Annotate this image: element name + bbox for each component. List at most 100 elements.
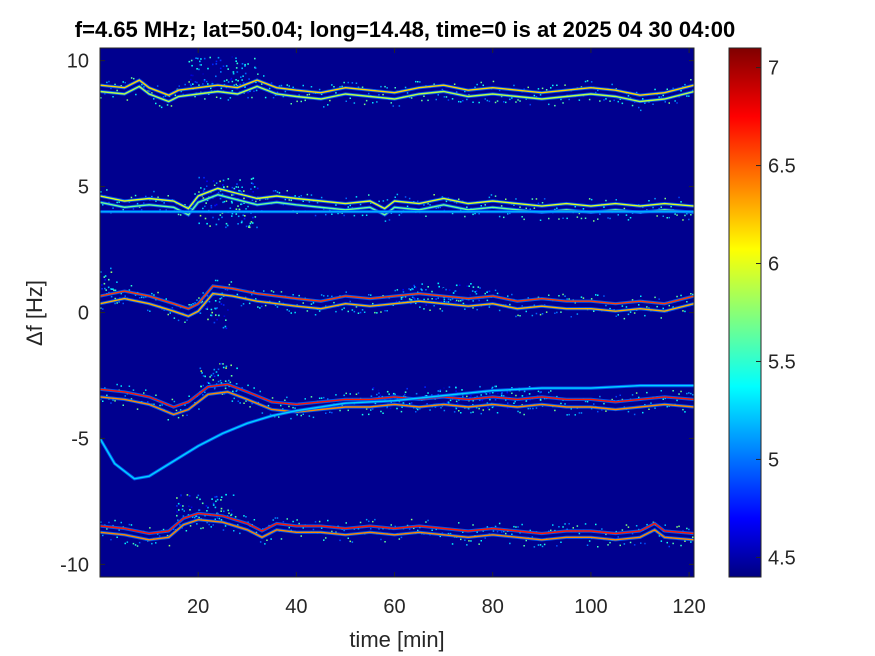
trace-speck: [298, 196, 300, 198]
trace-speck: [264, 543, 266, 545]
trace-speck: [302, 302, 304, 304]
noise-speck: [216, 318, 218, 321]
noise-speck: [379, 394, 382, 397]
trace-speck: [605, 304, 607, 307]
noise-speck: [205, 202, 207, 204]
trace-speck: [120, 292, 122, 295]
trace-speck: [408, 197, 411, 200]
noise-speck: [228, 379, 230, 382]
noise-speck: [216, 512, 218, 515]
trace-speck: [492, 530, 495, 532]
trace-speck: [179, 524, 181, 526]
trace-speck: [143, 202, 145, 204]
noise-speck: [191, 64, 193, 67]
trace-speck: [288, 310, 290, 312]
trace-speck: [631, 532, 634, 535]
trace-speck: [521, 216, 523, 218]
noise-speck: [223, 80, 226, 82]
trace-speck: [261, 83, 263, 85]
trace-speck: [272, 96, 275, 99]
trace-speck: [578, 532, 581, 535]
trace-speck: [272, 190, 275, 192]
noise-speck: [100, 271, 102, 273]
noise-speck: [188, 505, 190, 508]
trace-speck: [312, 302, 315, 304]
trace-speck: [460, 538, 462, 541]
trace-speck: [478, 212, 480, 215]
trace-speck: [617, 314, 619, 316]
trace-speck: [684, 83, 686, 86]
trace-speck: [466, 98, 468, 101]
trace-speck: [171, 398, 174, 401]
trace-speck: [276, 306, 279, 308]
noise-speck: [415, 407, 418, 410]
noise-speck: [431, 394, 433, 396]
noise-speck: [446, 401, 449, 404]
trace-speck: [312, 528, 315, 531]
trace-speck: [652, 206, 654, 209]
trace-speck: [644, 314, 646, 317]
noise-speck: [229, 207, 232, 209]
trace-speck: [208, 382, 210, 384]
trace-speck: [136, 408, 139, 410]
y-tick-label: 0: [78, 303, 89, 325]
noise-speck: [489, 392, 491, 395]
trace-speck: [449, 299, 452, 301]
trace-speck: [396, 289, 399, 291]
trace-speck: [574, 205, 576, 208]
noise-speck: [219, 59, 222, 62]
noise-speck: [197, 494, 200, 497]
trace-speck: [270, 290, 273, 292]
trace-speck: [255, 200, 257, 203]
trace-speck: [108, 521, 110, 524]
noise-speck: [440, 406, 442, 409]
noise-speck: [214, 386, 216, 389]
trace-speck: [400, 410, 403, 413]
trace-speck: [558, 218, 560, 220]
trace-speck: [503, 395, 505, 397]
trace-speck: [130, 524, 133, 526]
trace-speck: [188, 395, 190, 397]
trace-speck: [257, 73, 259, 75]
noise-speck: [209, 225, 211, 227]
trace-speck: [644, 102, 646, 104]
trace-speck: [458, 410, 460, 412]
noise-speck: [236, 367, 238, 370]
trace-speck: [453, 411, 456, 413]
trace-speck: [200, 527, 202, 530]
trace-speck: [382, 412, 384, 414]
trace-speck: [529, 103, 531, 106]
trace-speck: [500, 205, 503, 207]
trace-speck: [484, 537, 486, 539]
trace-speck: [268, 87, 271, 90]
trace-speck: [349, 300, 351, 303]
trace-speck: [684, 411, 686, 413]
noise-speck: [180, 494, 182, 497]
trace-speck: [302, 413, 304, 415]
trace-speck: [149, 310, 151, 312]
trace-line: [100, 512, 694, 535]
noise-speck: [243, 190, 245, 192]
noise-speck: [207, 318, 209, 321]
trace-speck: [421, 99, 423, 102]
trace-speck: [415, 302, 417, 305]
noise-speck: [236, 71, 239, 73]
trace-speck: [539, 94, 542, 96]
noise-speck: [206, 222, 208, 225]
trace-speck: [488, 100, 491, 103]
trace-speck: [578, 212, 581, 215]
trace-speck: [206, 521, 208, 524]
noise-speck: [104, 275, 107, 277]
trace-speck: [515, 101, 517, 103]
trace-speck: [216, 517, 219, 519]
trace-speck: [686, 95, 688, 97]
noise-speck: [194, 81, 197, 83]
trace-speck: [593, 220, 595, 222]
trace-speck: [668, 102, 670, 104]
trace-speck: [286, 396, 288, 399]
trace-speck: [286, 309, 288, 311]
trace-speck: [296, 519, 298, 521]
noise-speck: [443, 387, 445, 389]
trace-speck: [245, 400, 247, 402]
noise-speck: [101, 284, 103, 286]
